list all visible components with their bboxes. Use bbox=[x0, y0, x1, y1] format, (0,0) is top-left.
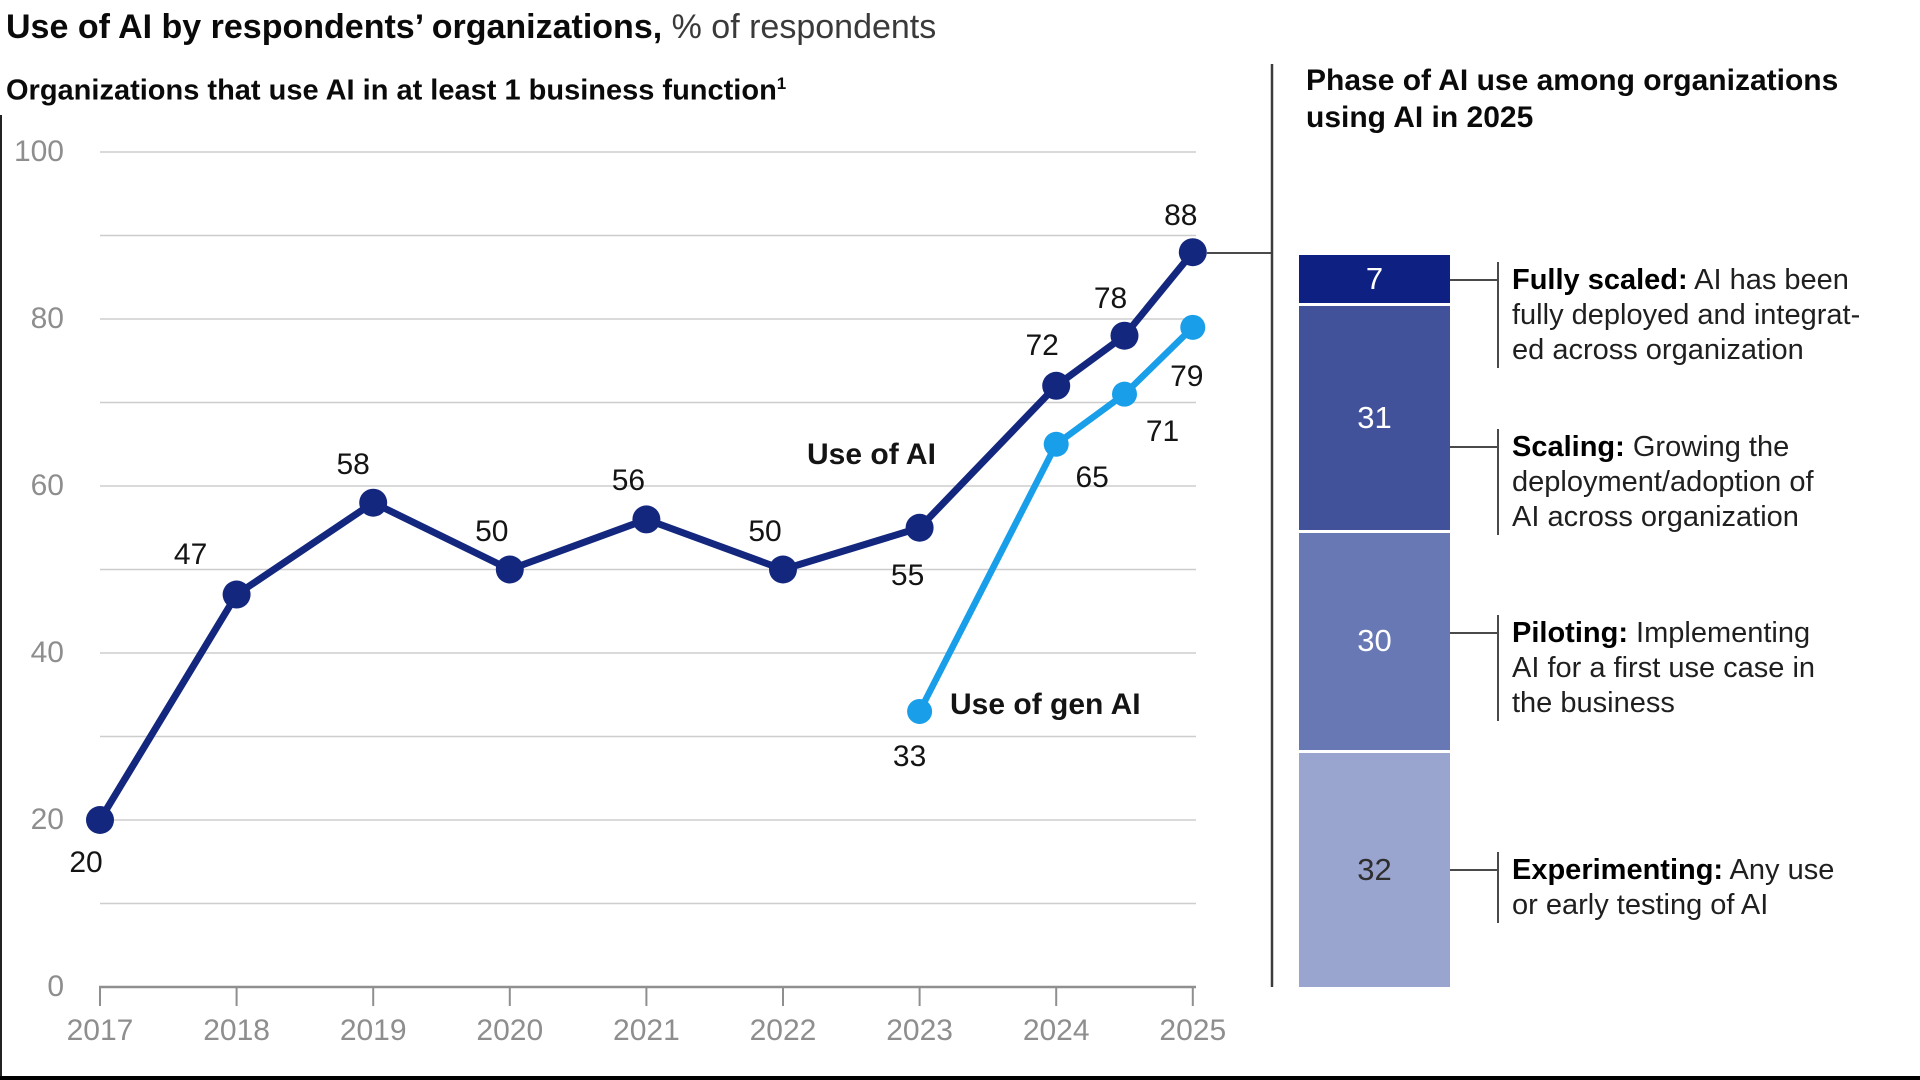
data-label: 88 bbox=[1164, 199, 1198, 233]
data-point-dot bbox=[1042, 371, 1071, 400]
legend-entry-experimenting: Experimenting: Any use or early testing o… bbox=[1512, 853, 1918, 923]
legend-text-line: Fully scaled: AI has been bbox=[1512, 264, 1849, 296]
bottom-border-rule bbox=[0, 1076, 1920, 1080]
right-panel-title-line1: Phase of AI use among organizations bbox=[1306, 64, 1839, 97]
bar-segment-experimenting bbox=[1299, 752, 1450, 987]
data-point-dot bbox=[1110, 321, 1139, 350]
data-point-dot bbox=[905, 513, 934, 542]
legend-text-line: the business bbox=[1512, 687, 1675, 719]
series-label-use-of-gen-ai: Use of gen AI bbox=[950, 688, 1141, 721]
series-label-use-of-ai: Use of AI bbox=[807, 438, 936, 471]
series-line-use-of-gen-ai bbox=[916, 324, 1197, 715]
data-label: 50 bbox=[748, 514, 782, 548]
x-axis-label: 2023 bbox=[886, 1014, 953, 1047]
x-axis-label: 2024 bbox=[1022, 1014, 1090, 1047]
data-point-dot bbox=[769, 555, 797, 584]
page-title-units: % of respondents bbox=[662, 8, 937, 46]
bar-segment-value: 32 bbox=[1357, 851, 1392, 887]
legend-term: Scaling: bbox=[1512, 431, 1625, 463]
data-label: 56 bbox=[611, 464, 646, 498]
y-axis-label: 40 bbox=[30, 636, 64, 669]
legend-text-line: AI across organization bbox=[1512, 501, 1799, 533]
legend-term: Experimenting: bbox=[1512, 854, 1724, 886]
legend-entry-piloting: Piloting: Implementing AI for a first use… bbox=[1512, 616, 1918, 721]
bar-segment-value: 30 bbox=[1357, 623, 1392, 659]
left-border-rule bbox=[0, 115, 2, 1076]
legend-text-line: or early testing of AI bbox=[1512, 889, 1769, 921]
bar-segment-value: 7 bbox=[1365, 261, 1384, 296]
x-axis-label: 2019 bbox=[339, 1014, 407, 1047]
legend-term: Fully scaled: bbox=[1512, 264, 1688, 296]
data-point-dot bbox=[495, 555, 524, 584]
data-point-dot bbox=[1180, 314, 1206, 340]
x-axis-label: 2025 bbox=[1159, 1014, 1227, 1047]
legend-term: Piloting: bbox=[1512, 617, 1628, 649]
data-point-dot bbox=[907, 698, 933, 724]
x-axis-label: 2020 bbox=[476, 1014, 544, 1047]
legend-text-line: ed across organization bbox=[1512, 334, 1804, 366]
data-label: 55 bbox=[890, 558, 925, 592]
right-panel-title: Phase of AI use among organizations usin… bbox=[1306, 62, 1838, 136]
data-point-dot bbox=[1043, 431, 1069, 457]
footnote-marker: 1 bbox=[776, 74, 787, 93]
y-axis-label: 100 bbox=[13, 135, 64, 168]
bar-segment-piloting bbox=[1299, 533, 1450, 750]
x-axis-label: 2018 bbox=[203, 1014, 270, 1047]
x-axis-label: 2017 bbox=[66, 1014, 134, 1047]
data-point-dot bbox=[1178, 238, 1207, 267]
legend-text-line: Experimenting: Any use bbox=[1512, 854, 1835, 886]
page-title: Use of AI by respondents’ organizations,… bbox=[6, 6, 936, 48]
legend-text-line: Piloting: Implementing bbox=[1512, 617, 1811, 649]
data-point-dot bbox=[1112, 381, 1137, 407]
data-point-dot bbox=[86, 806, 114, 834]
data-label: 72 bbox=[1025, 328, 1059, 362]
data-label: 50 bbox=[475, 514, 509, 548]
y-axis-label: 0 bbox=[47, 970, 64, 1003]
legend-text-line: AI for a first use case in bbox=[1512, 652, 1816, 684]
data-label: 71 bbox=[1145, 415, 1180, 449]
data-point-dot bbox=[359, 488, 388, 517]
data-label: 78 bbox=[1093, 281, 1128, 315]
right-panel-title-line2: using AI in 2025 bbox=[1306, 101, 1534, 134]
series-line-use-of-ai bbox=[96, 248, 1197, 824]
legend-text-line: deployment/adoption of bbox=[1512, 466, 1814, 498]
y-axis-label: 80 bbox=[30, 302, 64, 335]
chart-subtitle: Organizations that use AI in at least 1 … bbox=[6, 74, 787, 107]
x-axis-label: 2021 bbox=[613, 1014, 680, 1047]
data-label: 47 bbox=[173, 537, 208, 571]
y-axis-label: 60 bbox=[30, 469, 64, 502]
data-label: 33 bbox=[892, 740, 927, 774]
x-axis-label: 2022 bbox=[749, 1014, 817, 1047]
data-point-dot bbox=[632, 505, 661, 534]
data-label: 65 bbox=[1075, 461, 1109, 495]
data-label: 79 bbox=[1170, 360, 1204, 394]
legend-entry-fully-scaled: Fully scaled: AI has been fully deployed … bbox=[1512, 263, 1918, 368]
data-label: 58 bbox=[336, 447, 370, 481]
legend-entry-scaling: Scaling: Growing the deployment/adoption … bbox=[1512, 430, 1918, 535]
bar-segment-scaling bbox=[1299, 306, 1450, 531]
data-point-dot bbox=[222, 580, 251, 609]
data-label: 20 bbox=[69, 846, 103, 879]
legend-text-line: fully deployed and integrat- bbox=[1512, 299, 1861, 331]
page-title-bold: Use of AI by respondents’ organizations, bbox=[6, 8, 663, 46]
legend-text-line: Scaling: Growing the bbox=[1512, 431, 1790, 463]
y-axis-label: 20 bbox=[30, 803, 64, 836]
bar-segment-fully-scaled bbox=[1299, 255, 1450, 304]
bar-segment-value: 31 bbox=[1357, 400, 1392, 436]
